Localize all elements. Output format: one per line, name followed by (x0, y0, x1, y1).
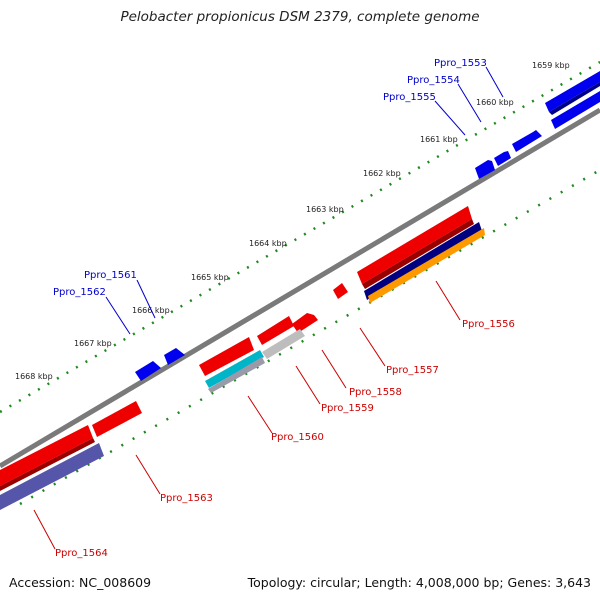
leader-line-1557 (359, 327, 386, 367)
gene-ppro-1556[interactable] (357, 206, 472, 284)
scale-label-1667: 1667 kbp (74, 339, 112, 348)
gene-ppro-1564-shade (0, 438, 95, 491)
gene-label-ppro-1560[interactable]: Ppro_1560 (271, 432, 324, 443)
scale-label-1663: 1663 kbp (306, 205, 344, 214)
outer-tick-track (0, 60, 600, 414)
scale-label-1662: 1662 kbp (363, 169, 401, 178)
scale-label-1660: 1660 kbp (476, 98, 514, 107)
gene-label-ppro-1564[interactable]: Ppro_1564 (55, 548, 108, 559)
scale-label-1665: 1665 kbp (191, 273, 229, 282)
gene-ppro-1562[interactable] (135, 361, 161, 381)
scale-labels: 1659 kbp 1660 kbp 1661 kbp 1662 kbp 1663… (15, 61, 570, 381)
gene-label-ppro-1553[interactable]: Ppro_1553 (434, 58, 487, 69)
gene-ppro-1563[interactable] (92, 401, 142, 437)
gene-label-ppro-1554[interactable]: Ppro_1554 (407, 75, 460, 86)
gene-ppro-1564[interactable] (0, 425, 93, 486)
scale-label-1668: 1668 kbp (15, 372, 53, 381)
leader-line-1555 (434, 100, 466, 136)
gene-ppro-1564-slate[interactable] (0, 443, 104, 510)
gene-label-ppro-1556[interactable]: Ppro_1556 (462, 319, 515, 330)
leader-line-1560 (247, 395, 273, 434)
gene-labels-bottom: Ppro_1556 Ppro_1557 Ppro_1558 Ppro_1559 … (55, 319, 515, 559)
gene-ppro-1557[interactable] (333, 283, 348, 299)
gene-label-ppro-1563[interactable]: Ppro_1563 (160, 493, 213, 504)
leader-line-1563 (135, 454, 161, 495)
gene-ppro-1553[interactable] (545, 71, 600, 112)
leader-line-1564 (33, 509, 56, 550)
gene-ppro-1553-shade (549, 82, 600, 115)
leader-line-1562 (105, 296, 131, 335)
gene-label-ppro-1557[interactable]: Ppro_1557 (386, 365, 439, 376)
inner-tick-track (19, 168, 600, 506)
map-title: Pelobacter propionicus DSM 2379, complet… (120, 9, 480, 25)
gene-ppro-1559[interactable] (257, 316, 294, 345)
gene-ppro-1560-cyan[interactable] (205, 350, 264, 388)
gene-ppro-1558[interactable] (292, 313, 318, 333)
leader-line-1553 (485, 66, 504, 98)
scale-label-1659: 1659 kbp (532, 61, 570, 70)
gene-ppro-1556-b[interactable] (494, 151, 511, 166)
gene-ppro-1554[interactable] (551, 91, 600, 129)
gene-ppro-1556-c[interactable] (475, 160, 495, 179)
scale-label-1661: 1661 kbp (420, 135, 458, 144)
accession-text: Accession: NC_008609 (9, 575, 152, 590)
forward-genes (135, 71, 600, 381)
gene-ppro-1555[interactable] (512, 130, 542, 152)
gene-label-ppro-1561[interactable]: Ppro_1561 (84, 270, 137, 281)
gene-label-ppro-1558[interactable]: Ppro_1558 (349, 387, 402, 398)
gene-label-ppro-1559[interactable]: Ppro_1559 (321, 403, 374, 414)
leader-line-1558 (321, 349, 347, 389)
genome-backbone-line (0, 107, 600, 469)
gene-label-ppro-1562[interactable]: Ppro_1562 (53, 287, 106, 298)
gene-ppro-1556-orange[interactable] (368, 228, 485, 303)
scale-label-1664: 1664 kbp (249, 239, 287, 248)
leader-line-1554 (457, 83, 482, 123)
scale-label-1666: 1666 kbp (132, 306, 170, 315)
leader-line-1561 (136, 279, 156, 319)
leader-line-1559 (295, 365, 321, 405)
leader-line-1556 (435, 280, 461, 321)
gene-labels-top: Ppro_1553 Ppro_1554 Ppro_1555 Ppro_1561 … (53, 58, 487, 298)
gene-ppro-1560-grey[interactable] (208, 357, 265, 393)
gene-label-ppro-1555[interactable]: Ppro_1555 (383, 92, 436, 103)
leader-lines (33, 66, 504, 550)
gene-ppro-1560[interactable] (199, 337, 254, 376)
gene-ppro-1556-navy[interactable] (364, 222, 482, 300)
gene-ppro-1556-shade (362, 219, 474, 289)
reverse-genes (0, 206, 485, 510)
gene-ppro-1561[interactable] (164, 348, 185, 365)
gene-ppro-1559-grey[interactable] (262, 329, 305, 359)
genome-summary-text: Topology: circular; Length: 4,008,000 bp… (247, 575, 591, 590)
